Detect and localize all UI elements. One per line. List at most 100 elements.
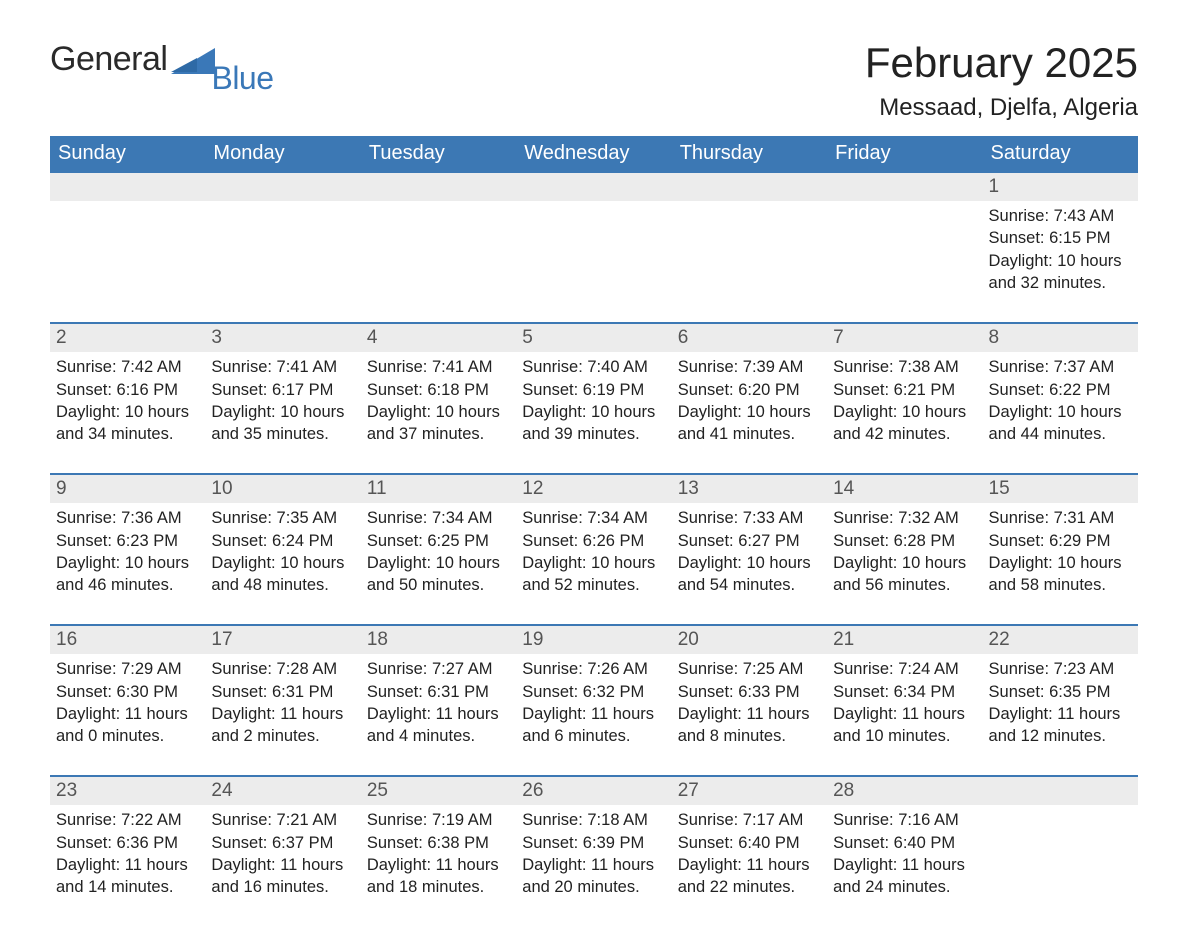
day-body: Sunrise: 7:21 AMSunset: 6:37 PMDaylight:… [205, 805, 360, 898]
calendar-grid: SundayMondayTuesdayWednesdayThursdayFrid… [50, 136, 1138, 926]
sunset-line: Sunset: 6:40 PM [678, 832, 821, 854]
sunset-line: Sunset: 6:26 PM [522, 530, 665, 552]
day-number: 14 [833, 478, 854, 499]
sunset-line: Sunset: 6:25 PM [367, 530, 510, 552]
empty-day-cell [50, 173, 205, 322]
sunset-line: Sunset: 6:36 PM [56, 832, 199, 854]
empty-day-cell [983, 777, 1138, 926]
daynum-bar: 18 [361, 626, 516, 654]
daynum-bar: 24 [205, 777, 360, 805]
day-body: Sunrise: 7:34 AMSunset: 6:26 PMDaylight:… [516, 503, 671, 596]
day-cell: 2Sunrise: 7:42 AMSunset: 6:16 PMDaylight… [50, 324, 205, 473]
daylight-line: Daylight: 10 hours and 48 minutes. [211, 552, 354, 597]
day-number: 19 [522, 629, 543, 650]
day-body: Sunrise: 7:32 AMSunset: 6:28 PMDaylight:… [827, 503, 982, 596]
daylight-line: Daylight: 11 hours and 14 minutes. [56, 854, 199, 899]
day-cell: 17 Sunrise: 7:28 AMSunset: 6:31 PMDayligh… [205, 626, 360, 775]
day-number: 12 [522, 478, 543, 499]
daynum-bar: 20 [672, 626, 827, 654]
day-number [56, 176, 61, 197]
sunset-line: Sunset: 6:23 PM [56, 530, 199, 552]
daynum-bar: 9 [50, 475, 205, 503]
daynum-bar [50, 173, 205, 201]
day-body: Sunrise: 7:26 AMSunset: 6:32 PMDaylight:… [516, 654, 671, 747]
week-row: 2Sunrise: 7:42 AMSunset: 6:16 PMDaylight… [50, 322, 1138, 473]
weekday-header-cell: Monday [205, 136, 360, 173]
day-body: Sunrise: 7:41 AMSunset: 6:18 PMDaylight:… [361, 352, 516, 445]
sunrise-line: Sunrise: 7:28 AM [211, 658, 354, 680]
day-cell: 8 Sunrise: 7:37 AMSunset: 6:22 PMDaylight… [983, 324, 1138, 473]
daylight-line: Daylight: 10 hours and 37 minutes. [367, 401, 510, 446]
day-number: 24 [211, 780, 232, 801]
daynum-bar: 19 [516, 626, 671, 654]
brand-logo: General Blue [50, 40, 274, 97]
day-cell: 27Sunrise: 7:17 AMSunset: 6:40 PMDayligh… [672, 777, 827, 926]
sunrise-line: Sunrise: 7:19 AM [367, 809, 510, 831]
day-cell: 16Sunrise: 7:29 AMSunset: 6:30 PMDayligh… [50, 626, 205, 775]
day-cell: 10Sunrise: 7:35 AMSunset: 6:24 PMDayligh… [205, 475, 360, 624]
weeks-container: 1Sunrise: 7:43 AMSunset: 6:15 PMDaylight… [50, 173, 1138, 926]
sunset-line: Sunset: 6:20 PM [678, 379, 821, 401]
daylight-line: Daylight: 10 hours and 34 minutes. [56, 401, 199, 446]
sunset-line: Sunset: 6:24 PM [211, 530, 354, 552]
day-body: Sunrise: 7:22 AMSunset: 6:36 PMDaylight:… [50, 805, 205, 898]
daynum-bar [205, 173, 360, 201]
sunset-line: Sunset: 6:15 PM [989, 227, 1132, 249]
daynum-bar: 25 [361, 777, 516, 805]
sunrise-line: Sunrise: 7:18 AM [522, 809, 665, 831]
day-number: 15 [989, 478, 1010, 499]
day-cell: 1Sunrise: 7:43 AMSunset: 6:15 PMDaylight… [983, 173, 1138, 322]
daynum-bar: 16 [50, 626, 205, 654]
sunrise-line: Sunrise: 7:29 AM [56, 658, 199, 680]
day-body: Sunrise: 7:33 AMSunset: 6:27 PMDaylight:… [672, 503, 827, 596]
location-line: Messaad, Djelfa, Algeria [865, 94, 1138, 122]
daylight-line: Daylight: 11 hours and 2 minutes. [211, 703, 354, 748]
day-body: Sunrise: 7:18 AMSunset: 6:39 PMDaylight:… [516, 805, 671, 898]
day-number [678, 176, 683, 197]
empty-day-cell [672, 173, 827, 322]
daylight-line: Daylight: 11 hours and 4 minutes. [367, 703, 510, 748]
day-cell: 14 Sunrise: 7:32 AMSunset: 6:28 PMDayligh… [827, 475, 982, 624]
day-number [367, 176, 372, 197]
sunset-line: Sunset: 6:27 PM [678, 530, 821, 552]
week-row: 23Sunrise: 7:22 AMSunset: 6:36 PMDayligh… [50, 775, 1138, 926]
sunset-line: Sunset: 6:21 PM [833, 379, 976, 401]
daynum-bar [672, 173, 827, 201]
sunrise-line: Sunrise: 7:31 AM [989, 507, 1132, 529]
daynum-bar: 23 [50, 777, 205, 805]
day-number: 3 [211, 327, 222, 348]
daynum-bar: 27 [672, 777, 827, 805]
day-cell: 6Sunrise: 7:39 AMSunset: 6:20 PMDaylight… [672, 324, 827, 473]
daylight-line: Daylight: 10 hours and 44 minutes. [989, 401, 1132, 446]
day-body: Sunrise: 7:39 AMSunset: 6:20 PMDaylight:… [672, 352, 827, 445]
sunrise-line: Sunrise: 7:36 AM [56, 507, 199, 529]
sunset-line: Sunset: 6:34 PM [833, 681, 976, 703]
day-cell: 15Sunrise: 7:31 AMSunset: 6:29 PMDayligh… [983, 475, 1138, 624]
sunrise-line: Sunrise: 7:38 AM [833, 356, 976, 378]
daynum-bar [827, 173, 982, 201]
sunrise-line: Sunrise: 7:32 AM [833, 507, 976, 529]
day-body: Sunrise: 7:37 AMSunset: 6:22 PMDaylight:… [983, 352, 1138, 445]
day-number: 28 [833, 780, 854, 801]
day-cell: 5Sunrise: 7:40 AMSunset: 6:19 PMDaylight… [516, 324, 671, 473]
day-number: 25 [367, 780, 388, 801]
daylight-line: Daylight: 11 hours and 18 minutes. [367, 854, 510, 899]
daylight-line: Daylight: 11 hours and 12 minutes. [989, 703, 1132, 748]
daynum-bar: 10 [205, 475, 360, 503]
day-body: Sunrise: 7:27 AMSunset: 6:31 PMDaylight:… [361, 654, 516, 747]
day-cell: 26Sunrise: 7:18 AMSunset: 6:39 PMDayligh… [516, 777, 671, 926]
sunset-line: Sunset: 6:30 PM [56, 681, 199, 703]
daynum-bar: 13 [672, 475, 827, 503]
daynum-bar: 12 [516, 475, 671, 503]
week-row: 16 Sunrise: 7:29 AMSunset: 6:30 PM Dayligh… [50, 624, 1138, 775]
daynum-bar: 1 [983, 173, 1138, 201]
day-number: 8 [989, 327, 1000, 348]
daylight-line: Daylight: 10 hours and 39 minutes. [522, 401, 665, 446]
sunset-line: Sunset: 6:17 PM [211, 379, 354, 401]
daylight-line: Daylight: 11 hours and 24 minutes. [833, 854, 976, 899]
daynum-bar: 21 [827, 626, 982, 654]
empty-day-cell [361, 173, 516, 322]
daynum-bar: 11 [361, 475, 516, 503]
sunset-line: Sunset: 6:31 PM [211, 681, 354, 703]
day-number: 17 [211, 629, 232, 650]
